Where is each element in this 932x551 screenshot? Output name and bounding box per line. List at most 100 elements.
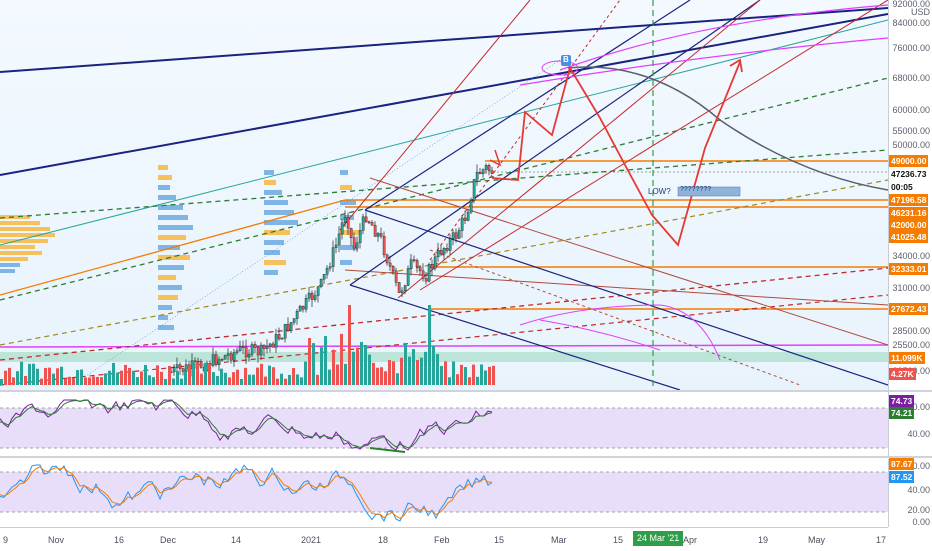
candle: [226, 353, 230, 356]
candle: [346, 217, 350, 229]
volume-bar: [64, 378, 67, 385]
candle: [172, 367, 176, 373]
candle: [373, 225, 377, 237]
volume-bar: [444, 361, 447, 385]
volume-bar: [120, 370, 123, 385]
volume-bar: [152, 377, 155, 385]
pane-separator[interactable]: [0, 390, 932, 392]
rsi-pane[interactable]: [0, 392, 888, 456]
stoch-pane[interactable]: [0, 459, 888, 525]
volume-bar: [204, 362, 207, 385]
candle: [478, 171, 482, 174]
rsi-tag: 74.73: [889, 395, 915, 407]
candle: [433, 256, 437, 269]
volume-profile-1: [0, 215, 55, 273]
main-chart-canvas[interactable]: [0, 0, 888, 390]
volume-bar: [412, 349, 415, 385]
volume-bar: [348, 305, 351, 385]
candle: [295, 311, 299, 319]
candle: [352, 237, 356, 249]
candle: [337, 233, 341, 246]
price-tag: 41025.48: [889, 231, 929, 243]
candle: [247, 354, 251, 358]
volume-bar: [420, 357, 423, 385]
volume-bar: [212, 372, 215, 385]
volume-bar: [356, 347, 359, 385]
volume-bar: [336, 364, 339, 385]
volume-bar: [36, 368, 39, 385]
main-chart-pane[interactable]: ???????? LOW? B: [0, 0, 888, 390]
time-label: May: [808, 535, 826, 545]
candle: [283, 323, 287, 339]
volume-bar: [284, 378, 287, 385]
candle: [184, 364, 188, 372]
volume-bar: [24, 375, 27, 385]
candle: [196, 360, 200, 363]
candle: [217, 359, 221, 365]
volume-bar: [424, 351, 427, 385]
annotation-box[interactable]: [677, 186, 741, 197]
volume-bar: [448, 377, 451, 385]
candle: [343, 217, 347, 224]
volume-bars: [0, 305, 495, 385]
price-tag: 46231.16: [889, 207, 929, 219]
volume-bar: [264, 376, 267, 385]
volume-bar: [84, 377, 87, 385]
candle: [418, 266, 422, 272]
volume-tag: 4.27K: [889, 368, 916, 380]
candle: [424, 278, 428, 282]
volume-bar: [244, 367, 247, 385]
candle: [445, 247, 449, 251]
candle: [328, 266, 332, 269]
volume-bar: [192, 361, 195, 385]
candle: [181, 368, 185, 372]
time-axis[interactable]: 9 Nov 16 Dec 14 2021 18 Feb 15 Mar 15 Ap…: [0, 527, 888, 551]
price-tick: 76000.00: [892, 43, 930, 53]
candle: [394, 270, 398, 283]
candle: [259, 344, 263, 356]
time-label: 2021: [301, 535, 322, 545]
volume-bar: [320, 347, 323, 385]
volume-bar: [464, 367, 467, 385]
candle: [475, 171, 479, 180]
candle: [412, 259, 416, 261]
volume-profiles: [0, 165, 362, 330]
rsi-canvas: [0, 399, 888, 453]
price-tag: 42000.00: [889, 219, 929, 231]
volume-bar: [156, 365, 159, 385]
volume-bar: [140, 371, 143, 385]
time-label: 9: [3, 535, 9, 545]
volume-bar: [144, 364, 147, 385]
candle: [268, 343, 272, 347]
marker-badge[interactable]: [561, 55, 571, 66]
volume-bar: [368, 354, 371, 385]
candle: [307, 292, 311, 299]
volume-bar: [312, 343, 315, 385]
pane-separator[interactable]: [0, 456, 932, 458]
candle: [385, 254, 389, 264]
candle: [301, 305, 305, 310]
candle: [400, 290, 404, 293]
time-label: Apr: [683, 535, 698, 545]
date-marker-label[interactable]: 24 Mar '21: [633, 531, 684, 546]
volume-bar: [32, 363, 35, 385]
volume-bar: [364, 344, 367, 385]
candle: [319, 278, 323, 287]
volume-bar: [220, 368, 223, 385]
volume-bar: [40, 378, 43, 385]
candle: [388, 262, 392, 267]
volume-bar: [20, 361, 23, 385]
volume-tag: 11.099K: [889, 352, 925, 364]
volume-bar: [280, 373, 283, 385]
price-tick: 55000.00: [892, 126, 930, 136]
candle: [448, 238, 452, 251]
stoch-axis[interactable]: 80.00 40.00 20.00 0.00: [888, 459, 932, 527]
volume-bar: [380, 367, 383, 385]
volume-bar: [436, 354, 439, 385]
candle: [367, 221, 371, 224]
volume-bar: [388, 360, 391, 385]
volume-bar: [28, 363, 31, 385]
volume-bar: [296, 374, 299, 385]
volume-bar: [324, 336, 327, 385]
candle: [271, 343, 275, 348]
